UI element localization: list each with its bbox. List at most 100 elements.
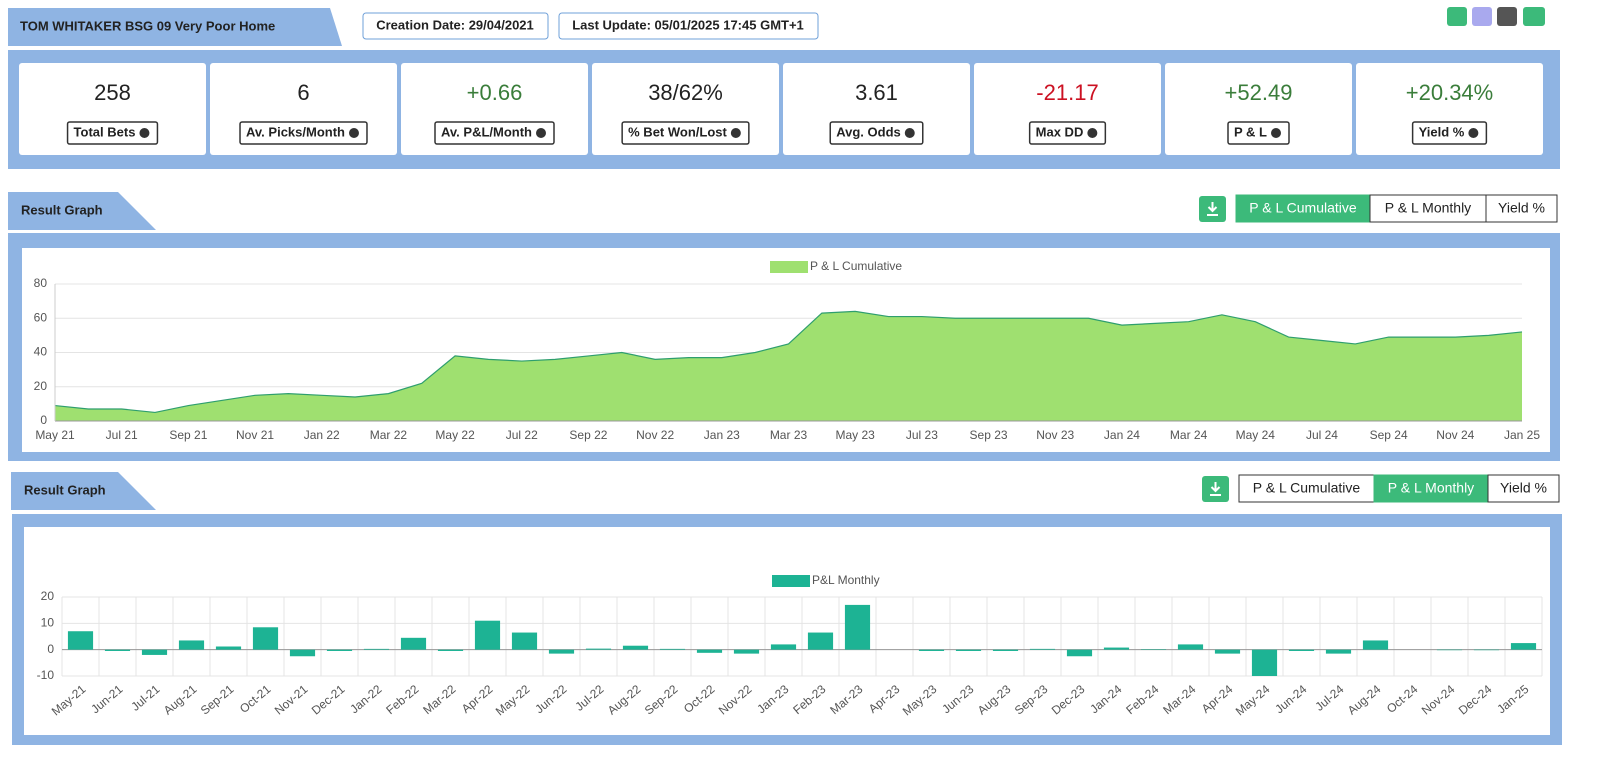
date-box (362, 12, 549, 40)
bar (400, 637, 427, 650)
stat-card (210, 63, 397, 155)
bar (474, 620, 501, 650)
stat-card (592, 63, 779, 155)
toggle-button[interactable] (1487, 474, 1560, 503)
last-update: Last Update: 05/01/2025 17:45 GMT+1 (572, 17, 804, 32)
bar (1066, 649, 1093, 657)
stat-value: +20.34% (1406, 80, 1493, 105)
stat-value: +0.66 (467, 80, 523, 105)
info-icon (730, 128, 741, 138)
legend-label: P&L Monthly (812, 573, 880, 587)
bar (326, 649, 353, 651)
info-icon (348, 128, 359, 138)
stat-card (1165, 63, 1352, 155)
x-tick-label: Sep 23 (970, 428, 1008, 442)
stat-card (783, 63, 970, 155)
bar (1473, 649, 1500, 651)
y-tick-label: -10 (37, 668, 55, 682)
bar (1436, 649, 1463, 651)
x-tick-label: Jul 21 (106, 428, 138, 442)
bar (844, 604, 871, 650)
x-tick-label: May 24 (1236, 428, 1276, 442)
stat-label-box (434, 121, 555, 145)
y-tick-label: 20 (34, 379, 48, 393)
bar (807, 632, 834, 650)
y-tick-label: 0 (47, 642, 54, 656)
x-tick-label: Nov 24 (1436, 428, 1474, 442)
stat-label: Max DD (1036, 124, 1084, 139)
x-tick-label: Jan 25 (1504, 428, 1540, 442)
stat-value: +52.49 (1225, 80, 1293, 105)
toggle-button[interactable] (1235, 194, 1371, 223)
bar (363, 648, 390, 650)
x-tick-label: Nov 21 (236, 428, 274, 442)
y-tick-label: 0 (40, 413, 47, 427)
icon-button[interactable] (1447, 7, 1467, 26)
x-tick-label: Mar 23 (770, 428, 808, 442)
bar (696, 649, 723, 653)
info-icon (1271, 128, 1281, 138)
stat-label-box (829, 121, 924, 145)
area-fill (55, 311, 1522, 421)
x-tick-label: Jul 23 (906, 428, 938, 442)
x-tick-label: Jul 24 (1306, 428, 1338, 442)
stat-card (19, 63, 206, 155)
icon-button[interactable] (1523, 7, 1545, 26)
bar (548, 649, 575, 654)
bar (437, 649, 464, 651)
section-title: Result Graph (21, 202, 103, 217)
bar (1214, 649, 1241, 654)
y-tick-label: 40 (34, 345, 48, 359)
toggle-button[interactable] (1238, 474, 1375, 503)
x-tick-label: Sep 22 (569, 428, 607, 442)
bar (178, 640, 205, 650)
info-icon (1087, 128, 1098, 138)
stat-value: 6 (297, 80, 309, 105)
bar (1140, 649, 1167, 650)
header-title: TOM WHITAKER BSG 09 Very Poor Home (20, 18, 275, 33)
legend-label: P & L Cumulative (810, 259, 902, 273)
bar (733, 649, 760, 654)
stat-label: P & L (1234, 124, 1267, 139)
section-title: Result Graph (24, 482, 106, 497)
bar (1103, 647, 1130, 650)
x-tick-label: Sep 24 (1370, 428, 1408, 442)
bar (511, 632, 538, 650)
stat-label: Av. Picks/Month (246, 124, 345, 139)
section-tab (11, 472, 156, 510)
stat-label: Av. P&L/Month (441, 124, 532, 139)
info-icon (904, 128, 915, 138)
toggle-label: Yield % (1498, 200, 1545, 216)
x-tick-label: May 23 (836, 428, 876, 442)
x-tick-label: Mar 24 (1170, 428, 1208, 442)
section-tab (8, 192, 156, 230)
legend-swatch (772, 575, 810, 587)
bar (992, 649, 1019, 651)
y-tick-label: 60 (34, 310, 48, 324)
stat-card (401, 63, 588, 155)
stat-label-box (1411, 121, 1488, 145)
icon-button[interactable] (1497, 7, 1517, 26)
x-tick-label: Jul 22 (506, 428, 538, 442)
stat-label: % Bet Won/Lost (628, 124, 727, 139)
toggle-button[interactable] (1485, 194, 1558, 223)
info-icon (536, 128, 546, 138)
bar (141, 649, 168, 655)
toggle-button[interactable] (1373, 474, 1489, 503)
date-box (558, 12, 819, 40)
x-tick-label: Mar 22 (370, 428, 408, 442)
x-tick-label: Nov 23 (1036, 428, 1074, 442)
bar (1029, 648, 1056, 650)
stat-label: Yield % (1419, 124, 1465, 139)
stat-label-box (239, 121, 368, 145)
x-tick-label: Jan 24 (1104, 428, 1140, 442)
stat-value: -21.17 (1036, 80, 1098, 105)
icon-button[interactable] (1472, 7, 1492, 26)
bar (1288, 649, 1315, 651)
bar (918, 649, 945, 651)
stat-label-box (621, 121, 750, 145)
x-tick-label: Nov 22 (636, 428, 674, 442)
download-icon (1207, 202, 1218, 216)
bar (1325, 649, 1352, 654)
